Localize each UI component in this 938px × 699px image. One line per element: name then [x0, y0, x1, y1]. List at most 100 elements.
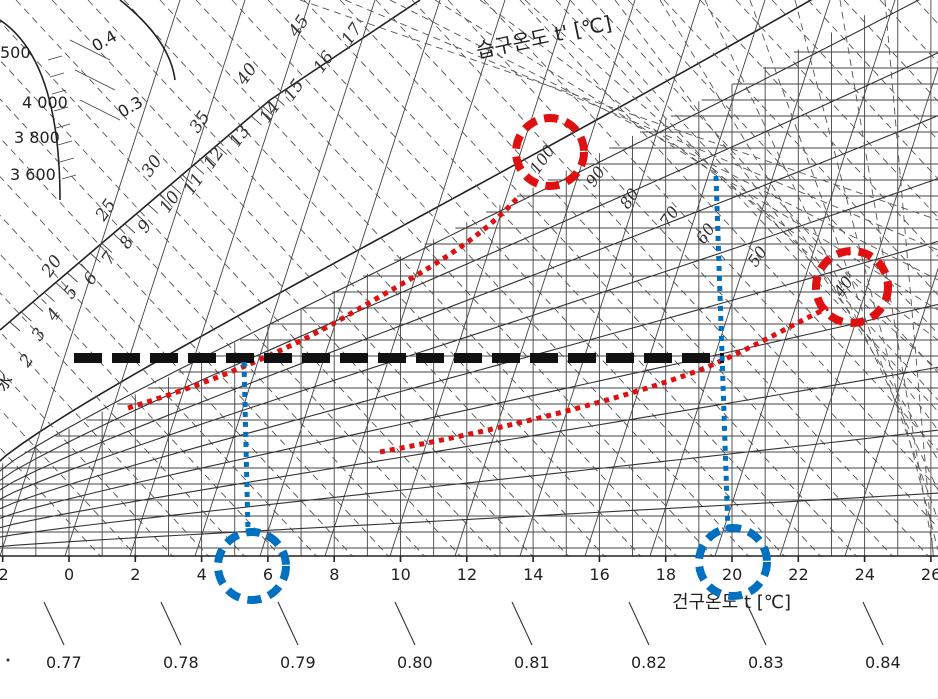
wet-bulb-line	[0, 369, 177, 561]
specific-volume-line	[454, 0, 636, 557]
volume-tick	[160, 601, 182, 646]
wet-bulb-tick	[136, 213, 147, 224]
dry-bulb-tick-label: 18	[656, 565, 676, 584]
dry-bulb-5-circle	[214, 528, 290, 604]
wet-bulb-tick	[262, 106, 274, 116]
enthalpy-tick	[57, 140, 73, 146]
wet-bulb-line	[0, 408, 141, 561]
specific-volume-line	[389, 0, 571, 557]
rh-curve	[0, 429, 938, 538]
enthalpy-line	[524, 0, 938, 371]
volume-tick	[394, 601, 416, 646]
specific-volume-line	[844, 267, 938, 557]
wet-bulb-tick	[124, 223, 136, 234]
enthalpy-line	[299, 0, 938, 221]
dry-bulb-tick-label: 26	[921, 565, 938, 584]
wet-bulb-title: 습구온도 t' [℃]	[474, 11, 614, 63]
rh-curve	[0, 115, 938, 491]
specific-volume-line	[259, 0, 441, 557]
rh-curve	[0, 0, 920, 472]
rh-label: 40	[829, 273, 857, 301]
wet-bulb-line	[0, 59, 465, 561]
dry-bulb-title: 건구온도 t [℃]	[672, 592, 791, 613]
rh-curve	[0, 178, 938, 500]
wet-bulb-tick	[205, 155, 216, 165]
enthalpy-tick	[49, 72, 65, 78]
wet-bulb-label: 4	[42, 305, 65, 326]
enthalpy-scale-arc	[0, 19, 61, 201]
enthalpy-tick-label: 3 800	[14, 128, 60, 147]
rh-label: 100	[526, 141, 559, 177]
rh-curve	[0, 240, 938, 510]
wet-bulb-tick	[113, 233, 124, 244]
dry-bulb-tick-label: -2	[0, 565, 9, 584]
wet-bulb-tick	[251, 115, 262, 126]
volume-tick-label: 0.77	[46, 653, 82, 672]
dry-bulb-tick-label: 20	[722, 565, 742, 584]
dry-bulb-tick-label: 0	[64, 565, 74, 584]
volume-tick	[862, 601, 884, 646]
wet-bulb-tick	[67, 272, 78, 283]
volume-tick	[628, 601, 650, 646]
wet-bulb-line	[0, 175, 357, 561]
wet-bulb-line	[303, 0, 825, 561]
specific-volume-line	[194, 0, 376, 557]
wet-bulb-tick	[228, 135, 239, 146]
rh-100-circle	[512, 114, 588, 190]
volume-tick	[511, 601, 533, 646]
enthalpy-tick-label: 4 000	[22, 93, 68, 112]
wet-bulb-tick	[21, 311, 32, 322]
ratio-tick-label: 0.3	[115, 92, 147, 121]
specific-volume-line	[0, 0, 181, 557]
specific-volume-line	[584, 0, 766, 557]
rh-curve	[0, 52, 938, 482]
wet-bulb-scale-edge	[0, 0, 421, 331]
volume-tick-label: 0.82	[631, 653, 667, 672]
volume-tick-label: 0.84	[865, 653, 901, 672]
wet-bulb-label: 3	[28, 325, 51, 345]
dry-bulb-tick-label: 12	[457, 565, 477, 584]
wet-bulb-tick	[32, 302, 44, 312]
wet-bulb-line	[0, 98, 429, 561]
specific-volume-line	[714, 0, 896, 557]
dry-bulb-tick-label: 22	[788, 565, 808, 584]
wet-bulb-line	[0, 331, 213, 561]
wet-bulb-line	[0, 137, 393, 561]
dry-bulb-tick-label: 14	[523, 565, 543, 584]
wet-bulb-label: 35	[186, 108, 215, 137]
enthalpy-line	[794, 0, 938, 551]
enthalpy-line	[569, 0, 938, 401]
wet-bulb-label: 10	[156, 188, 185, 217]
wet-bulb-label: 45	[284, 12, 313, 42]
wet-bulb-line	[0, 447, 105, 561]
wet-bulb-tick	[274, 96, 285, 106]
wet-bulb-label: 17	[338, 20, 367, 49]
specific-volume-line	[129, 0, 311, 557]
volume-tick-label: 0.78	[163, 653, 199, 672]
enthalpy-line	[704, 0, 938, 491]
rh-100-highlight	[127, 193, 522, 411]
wet-bulb-line	[195, 0, 717, 561]
enthalpy-tick	[47, 55, 63, 61]
ratio-ticks	[69, 39, 121, 121]
annotations-overlay	[74, 114, 892, 604]
enthalpy-tick-label: 3 600	[10, 165, 56, 184]
enthalpy-line	[479, 0, 938, 341]
wet-bulb-label: 7	[98, 248, 121, 268]
wet-bulb-tick	[182, 174, 193, 185]
rh-label: 60	[692, 220, 719, 248]
wet-bulb-line	[51, 0, 573, 561]
wet-bulb-line	[87, 0, 609, 561]
dry-bulb-tick-label: 24	[855, 565, 875, 584]
specific-volume-line	[324, 0, 506, 557]
enthalpy-line	[389, 0, 938, 281]
wet-bulb-line	[339, 0, 861, 561]
wet-bulb-tick	[193, 164, 205, 175]
wet-bulb-label: 12	[200, 144, 229, 173]
wet-bulb-label: 2	[15, 351, 38, 372]
wet-bulb-label: 25	[91, 196, 120, 226]
enthalpy-line	[344, 0, 938, 251]
wet-bulb-label: 9	[134, 216, 157, 236]
wet-bulb-line	[0, 20, 501, 561]
